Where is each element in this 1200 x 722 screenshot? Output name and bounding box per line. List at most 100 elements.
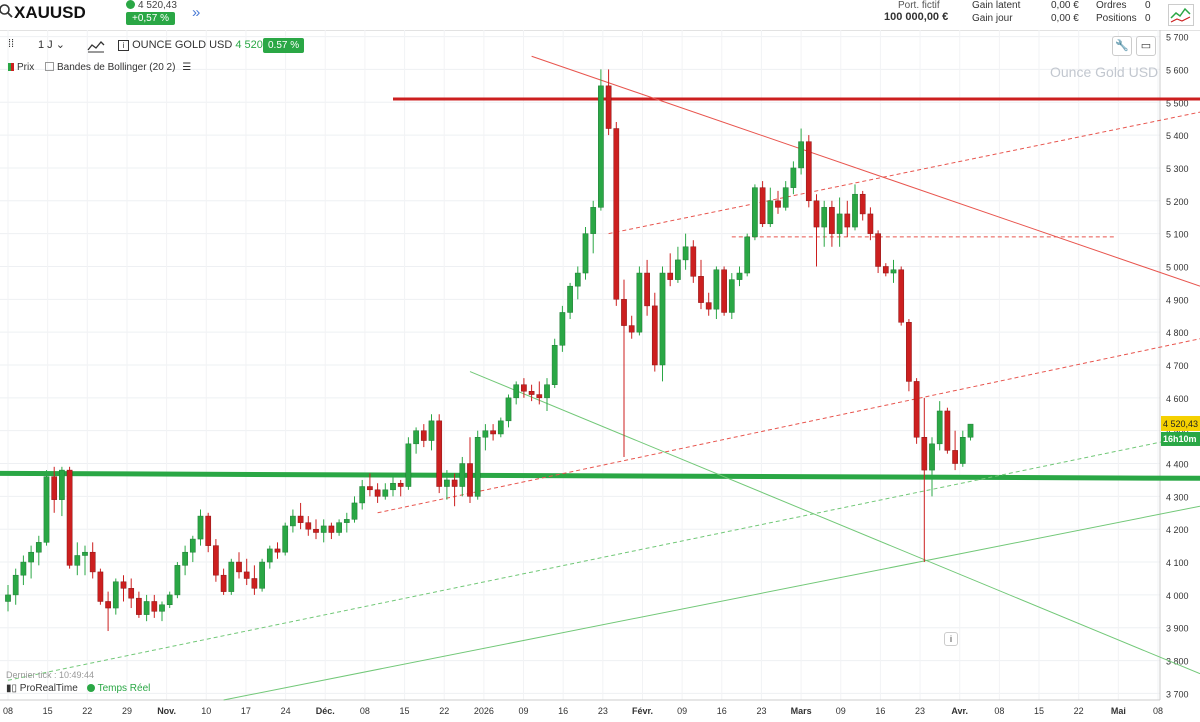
candle-body [228, 561, 235, 592]
candle-body [659, 272, 666, 366]
wrench-icon[interactable]: 🔧 [1112, 36, 1132, 56]
candle-body [628, 325, 635, 333]
x-tick-label: Févr. [632, 706, 653, 716]
trendline-support-horizontal [0, 470, 1200, 481]
candle-body [567, 285, 573, 313]
y-tick-label: 4 100 [1166, 558, 1189, 568]
candle-body [536, 394, 543, 399]
realtime-label: Temps Réel [97, 683, 151, 694]
candle-body [936, 410, 943, 445]
candle-body [551, 345, 558, 385]
header-price-value: 4 520,43 [138, 0, 177, 11]
x-tick-label: 09 [836, 706, 846, 716]
candle-body [143, 601, 150, 615]
info-event-icon[interactable]: i [944, 632, 958, 646]
calendar-icon[interactable]: ▭ [1136, 36, 1156, 56]
y-tick-label: 5 500 [1166, 98, 1189, 108]
candle-body [420, 430, 427, 441]
candle-body [151, 601, 158, 612]
legend-prix[interactable]: Prix [17, 62, 35, 73]
info-icon[interactable]: i [118, 40, 129, 51]
candle-body [852, 193, 858, 228]
candle-body [120, 581, 127, 589]
candle-body [890, 269, 897, 274]
instrument-name: OUNCE GOLD USD [132, 39, 233, 51]
candle-body [675, 259, 681, 280]
y-tick-label: 5 600 [1166, 65, 1189, 75]
candle-body [490, 430, 496, 435]
candle-body [744, 236, 751, 274]
candle-body [28, 551, 34, 563]
change-badge: +0,57 % [126, 12, 175, 25]
candle-body [405, 443, 412, 487]
positions-value: 0 [1145, 13, 1151, 24]
candle-body [636, 272, 643, 333]
candle-body [528, 391, 535, 395]
y-tick-label: 3 900 [1166, 624, 1189, 634]
y-tick-label: 4 500 [1166, 427, 1189, 437]
candle-body [397, 482, 404, 487]
candle-body [43, 476, 50, 543]
y-tick-label: 4 900 [1166, 295, 1189, 305]
candle-body [444, 479, 450, 487]
candle-body [590, 207, 597, 234]
candle-body [713, 269, 720, 310]
search-icon[interactable] [0, 3, 14, 19]
candle-body [413, 430, 419, 445]
x-tick-label: 16 [558, 706, 568, 716]
symbol-title[interactable]: XAUUSD [14, 3, 86, 22]
brand-name: ProRealTime [19, 683, 78, 694]
prix-swatch-icon [8, 63, 14, 71]
candle-body [182, 551, 188, 566]
port-label: Port. fictif [898, 0, 940, 11]
candle-body [944, 410, 951, 451]
pct-badge: 0.57 % [263, 38, 305, 53]
candle-body [282, 525, 289, 553]
candle-body [5, 594, 11, 602]
watermark: Ounce Gold USD [1050, 64, 1159, 80]
x-tick-label: 08 [994, 706, 1004, 716]
candle-body [159, 604, 165, 612]
candle-body [497, 420, 504, 435]
timeframe-select[interactable]: 1 J ⌄ [38, 38, 65, 56]
candle-body [544, 384, 550, 399]
x-tick-label: 23 [756, 706, 766, 716]
top-header: XAUUSD 4 520,43 +0,57 % » Port. fictif 1… [0, 0, 1200, 31]
x-tick-label: Mai [1111, 706, 1126, 716]
candle-body [598, 85, 604, 208]
candle-body [290, 515, 296, 527]
legend-bollinger[interactable]: Bandes de Bollinger (20 2) [57, 62, 176, 73]
bollinger-checkbox[interactable] [45, 62, 55, 71]
chart-type-icon[interactable] [86, 38, 106, 54]
trendline-channel-upper-red [608, 111, 1200, 235]
performance-chart-icon[interactable] [1168, 4, 1194, 26]
x-tick-label: Nov. [157, 706, 176, 716]
candle-body [213, 545, 219, 576]
candle-body [128, 588, 135, 599]
candle-body [859, 193, 866, 215]
candle-body [220, 574, 227, 592]
x-tick-label: 23 [915, 706, 925, 716]
x-tick-label: 08 [360, 706, 370, 716]
candle-body [836, 213, 843, 234]
candle-body [382, 489, 389, 497]
candle-body [906, 322, 912, 382]
x-tick-label: 17 [241, 706, 251, 716]
ordres-value: 0 [1145, 0, 1151, 11]
y-tick-label: 4 600 [1166, 394, 1189, 404]
x-tick-label: 09 [519, 706, 529, 716]
double-chevron-right-icon[interactable]: » [192, 4, 201, 21]
candle-body [867, 213, 874, 234]
timeframe-label: 1 J [38, 39, 53, 51]
ordres-label[interactable]: Ordres [1096, 0, 1127, 11]
candle-body [705, 302, 712, 310]
candle-body [582, 233, 589, 274]
candle-body [336, 522, 342, 533]
layout-grip-icon[interactable]: ⁞⁞ [8, 38, 15, 50]
trendline-green-desc-diagonal [469, 371, 1200, 675]
list-icon[interactable]: ☰ [182, 62, 192, 73]
candle-body [605, 85, 612, 129]
positions-label[interactable]: Positions [1096, 13, 1137, 24]
x-tick-label: 16 [717, 706, 727, 716]
